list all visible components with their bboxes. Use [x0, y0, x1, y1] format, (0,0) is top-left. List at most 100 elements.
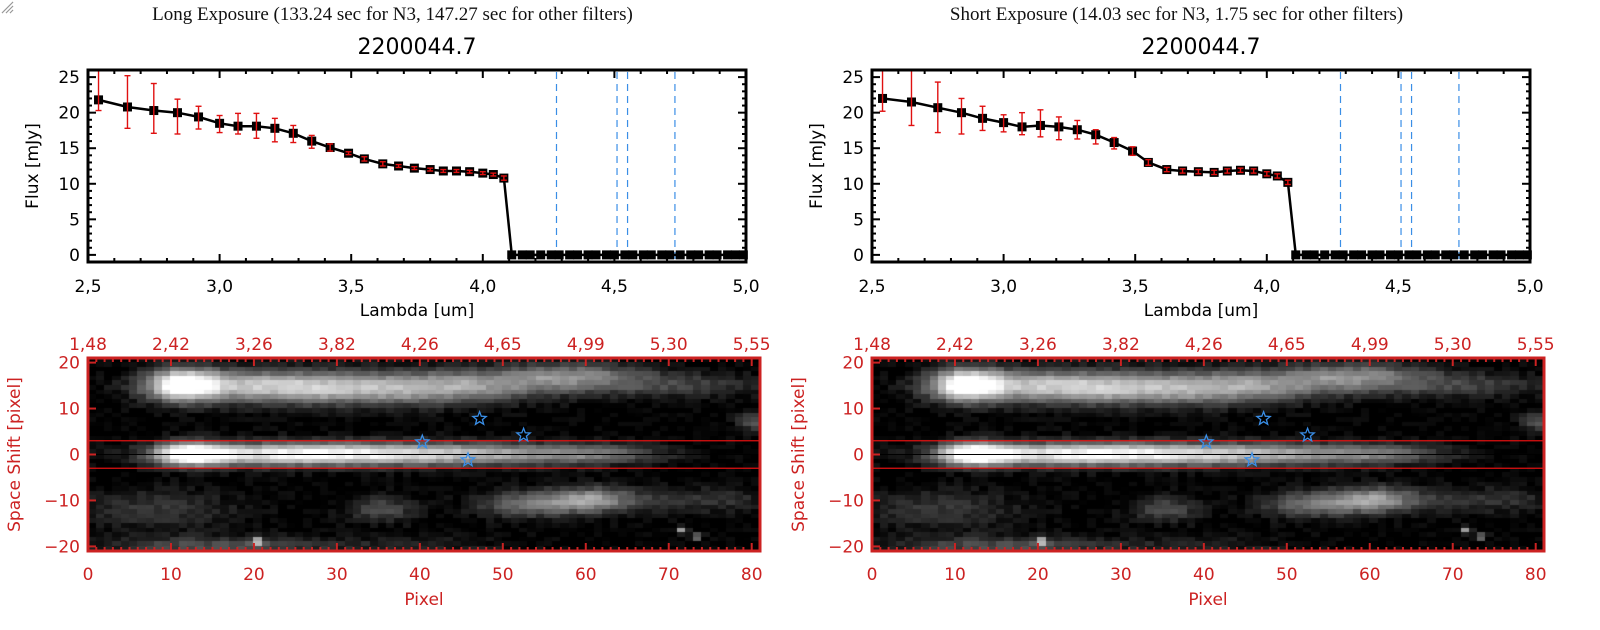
data-point	[1301, 250, 1311, 260]
y-tick-label: 5	[853, 210, 864, 230]
star-marker-icon	[515, 426, 532, 443]
x-tick-label: 3,0	[206, 277, 233, 297]
x-tick-label: 5,0	[732, 277, 759, 297]
top-axis-label: 4,26	[1185, 335, 1223, 355]
x-axis-label: Lambda [um]	[1144, 301, 1258, 321]
x-tick-label: 4,0	[1253, 277, 1280, 297]
data-point	[602, 250, 612, 260]
data-point	[573, 250, 583, 260]
error-bar	[124, 74, 131, 130]
error-bar	[1284, 179, 1291, 186]
error-bar	[879, 70, 886, 112]
plot-frame	[870, 68, 1532, 264]
data-point	[1320, 250, 1330, 260]
x-tick-label: 20	[243, 565, 265, 585]
error-bar	[979, 105, 986, 132]
y-tick-label: 20	[842, 104, 864, 124]
error-bar	[440, 168, 447, 174]
error-bar	[195, 105, 202, 130]
error-bar	[361, 156, 368, 162]
top-axis-label: 3,82	[318, 335, 356, 355]
error-bar	[1092, 129, 1099, 145]
error-bar	[466, 169, 473, 174]
y-tick-label: −10	[44, 491, 80, 511]
error-bar	[1000, 114, 1007, 133]
error-bar	[453, 168, 460, 174]
data-point	[686, 250, 696, 260]
error-bar	[1237, 167, 1244, 174]
top-axis-label: 4,99	[1351, 335, 1389, 355]
data-point	[517, 250, 527, 260]
top-axis-label: 2,42	[152, 335, 190, 355]
data-point	[1470, 250, 1480, 260]
x-tick-label: 40	[1193, 565, 1215, 585]
data-point	[712, 250, 722, 260]
error-bar	[1224, 168, 1231, 174]
error-bar	[479, 170, 486, 176]
data-point	[1357, 250, 1367, 260]
x-tick-label: 2,5	[858, 277, 885, 297]
data-point	[591, 250, 601, 260]
error-bar	[379, 161, 386, 167]
x-tick-label: 70	[1442, 565, 1464, 585]
data-point	[1514, 250, 1524, 260]
top-axis-label: 4,65	[1268, 335, 1306, 355]
y-tick-label: 20	[58, 354, 80, 374]
data-point	[1309, 250, 1319, 260]
data-point	[1367, 250, 1377, 260]
data-point	[1478, 250, 1488, 260]
y-tick-label: 10	[842, 400, 864, 420]
star-marker-icon	[1197, 433, 1215, 450]
error-bar	[290, 124, 297, 144]
y-tick-label: 10	[58, 175, 80, 195]
top-axis-label: 5,55	[733, 335, 771, 355]
error-bar	[395, 163, 402, 169]
error-bar	[174, 98, 181, 135]
data-point	[525, 250, 535, 260]
data-point	[704, 250, 714, 260]
resize-grip-icon[interactable]	[0, 0, 14, 14]
x-tick-label: 70	[658, 565, 680, 585]
x-tick-label: 3,5	[1122, 277, 1149, 297]
data-point	[1459, 250, 1469, 260]
data-point	[723, 250, 733, 260]
data-point	[628, 250, 638, 260]
x-tick-label: 4,5	[601, 277, 628, 297]
data-point	[1375, 250, 1385, 260]
x-tick-label: 30	[326, 565, 348, 585]
x-tick-label: 10	[160, 565, 182, 585]
plot-frame	[86, 68, 748, 264]
error-bar	[1179, 168, 1186, 174]
y-tick-label: 0	[853, 246, 864, 266]
image-axes: 0 1,48 10 2,42 20 3,26 30 3,82 40 4,26 50 4,65 60 4,9…	[5, 335, 771, 610]
x-tick-label: 0	[83, 565, 94, 585]
x-tick-label: 5,0	[1516, 277, 1543, 297]
data-point	[507, 250, 517, 260]
star-marker-icon	[459, 451, 477, 468]
x-axis-label: Pixel	[1188, 590, 1227, 610]
data-point	[583, 250, 593, 260]
y-tick-label: 25	[58, 68, 80, 88]
y-tick-label: 20	[58, 104, 80, 124]
error-bar	[216, 114, 223, 134]
error-bar	[1111, 136, 1118, 150]
error-bar	[1037, 109, 1044, 138]
spectrum-chart: 2200044.7 2,5 3,0 3,5 4,0 4,5 5,0 0 5 10 15 20 25 Lam…	[23, 35, 760, 321]
y-axis-label: Flux [mJy]	[23, 123, 43, 209]
x-tick-label: 0	[867, 565, 878, 585]
star-marker-icon	[1255, 409, 1272, 426]
data-point	[657, 250, 667, 260]
short-exposure-panel: Short Exposure (14.03 sec for N3, 1.75 s…	[784, 0, 1569, 630]
y-tick-label: 15	[842, 139, 864, 159]
top-axis-label: 4,99	[567, 335, 605, 355]
x-tick-label: 4,5	[1385, 277, 1412, 297]
y-tick-label: 25	[842, 68, 864, 88]
data-point	[1441, 250, 1451, 260]
y-axis-label: Flux [mJy]	[807, 123, 827, 209]
error-bar	[1145, 158, 1152, 166]
error-bar	[934, 81, 941, 134]
y-tick-label: 5	[69, 210, 80, 230]
error-bar	[1195, 168, 1202, 175]
error-bar	[1211, 169, 1218, 176]
star-marker-icon	[413, 433, 431, 450]
